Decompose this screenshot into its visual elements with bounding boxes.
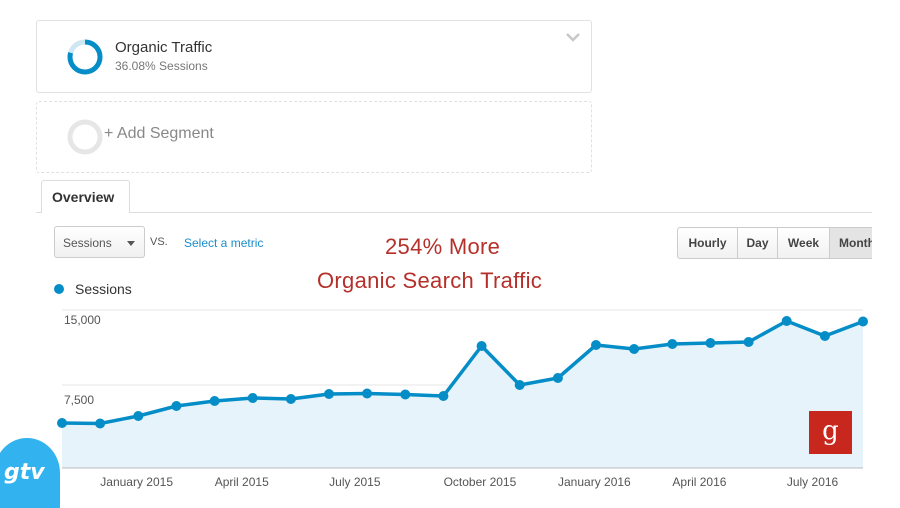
legend-sessions-dot	[54, 284, 64, 294]
data-point[interactable]	[781, 316, 792, 326]
data-point[interactable]	[629, 344, 640, 354]
sessions-line	[61, 319, 864, 426]
x-tick-label: January 2016	[558, 475, 631, 489]
y-tick-label: 7,500	[64, 393, 95, 407]
data-point[interactable]	[95, 418, 106, 429]
tab-overview-label: Overview	[52, 189, 115, 205]
y-tick-label: 15,000	[64, 313, 101, 327]
caret-down-icon	[127, 241, 135, 246]
sessions-area	[62, 321, 863, 468]
x-tick-label: October 2015	[443, 475, 517, 489]
data-point[interactable]	[362, 388, 373, 399]
chevron-down-icon[interactable]	[565, 31, 581, 43]
tab-overview[interactable]: Overview	[41, 180, 130, 213]
x-tick-label: July 2015	[329, 475, 381, 489]
segment-card-organic-traffic[interactable]: Organic Traffic 36.08% Sessions	[36, 20, 592, 93]
x-tick-label: April 2015	[214, 475, 269, 489]
data-point[interactable]	[133, 411, 144, 421]
metric-dropdown-value: Sessions	[63, 236, 112, 250]
data-point[interactable]	[171, 401, 182, 411]
x-tick-label: April 2016	[672, 475, 727, 489]
segment-title: Organic Traffic	[115, 39, 213, 56]
segment-subtitle: 36.08% Sessions	[115, 59, 208, 73]
data-point[interactable]	[209, 396, 220, 406]
data-point[interactable]	[247, 393, 258, 403]
add-segment-card[interactable]: + Add Segment	[36, 101, 592, 173]
data-point[interactable]	[552, 373, 563, 383]
tab-divider	[36, 212, 41, 213]
data-point[interactable]	[438, 391, 449, 401]
segment-ring-icon	[67, 39, 103, 75]
select-metric-link[interactable]: Select a metric	[184, 236, 264, 250]
data-point[interactable]	[858, 316, 868, 327]
vs-label: VS.	[150, 236, 168, 248]
metric-dropdown[interactable]: Sessions	[54, 226, 145, 258]
empty-segment-ring-icon	[67, 119, 103, 155]
x-tick-label: January 2015	[100, 475, 174, 489]
legend-sessions-label: Sessions	[75, 281, 132, 297]
data-point[interactable]	[591, 340, 601, 350]
tab-divider	[130, 212, 872, 213]
data-point[interactable]	[514, 380, 525, 390]
data-point[interactable]	[57, 418, 67, 428]
data-point[interactable]	[476, 341, 487, 351]
data-point[interactable]	[400, 389, 411, 400]
watermark-logo: gtv	[0, 438, 60, 508]
data-point[interactable]	[285, 394, 296, 404]
interval-hourly-button[interactable]: Hourly	[677, 227, 738, 259]
interval-month-button[interactable]: Month	[829, 227, 872, 259]
data-point[interactable]	[324, 389, 334, 399]
x-tick-label: July 2016	[786, 475, 839, 489]
data-point[interactable]	[667, 339, 678, 349]
brand-logo-letter: g	[822, 416, 839, 446]
interval-day-button[interactable]: Day	[737, 227, 778, 259]
watermark-text: gtv	[4, 460, 45, 485]
promo-headline-line2: Organic Search Traffic	[317, 268, 543, 293]
data-point[interactable]	[819, 331, 830, 341]
brand-logo: g	[809, 411, 852, 454]
data-point[interactable]	[705, 338, 716, 348]
add-segment-button[interactable]: + Add Segment	[104, 125, 214, 142]
promo-headline-line1: 254% More	[385, 234, 501, 259]
data-point[interactable]	[743, 337, 754, 347]
